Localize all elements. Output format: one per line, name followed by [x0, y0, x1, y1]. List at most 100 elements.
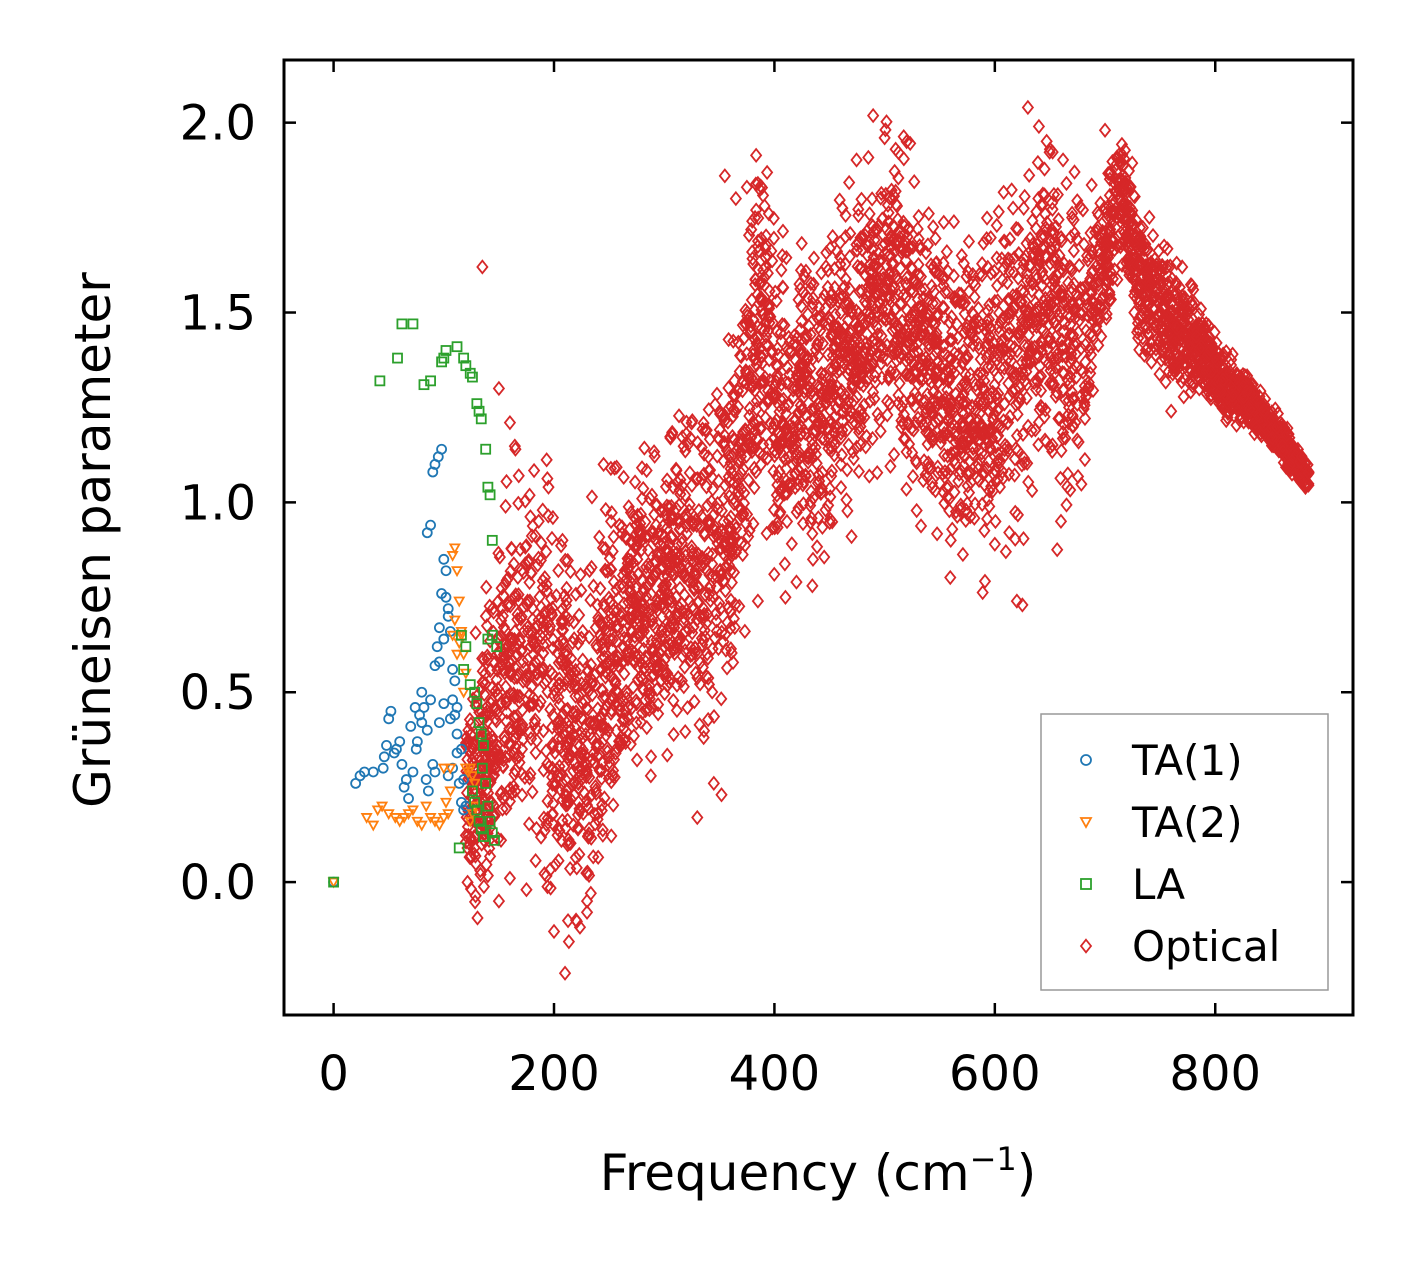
optical-point [1201, 373, 1214, 389]
optical-point [853, 375, 867, 392]
optical-point [1237, 389, 1250, 406]
optical-point [689, 569, 702, 585]
optical-point [624, 592, 638, 608]
optical-point [479, 665, 492, 682]
optical-point [914, 518, 928, 534]
data-point [446, 630, 459, 642]
optical-point [726, 541, 739, 557]
optical-point [689, 665, 702, 681]
optical-point [492, 380, 506, 397]
optical-point [1016, 597, 1029, 613]
optical-point [1071, 396, 1084, 413]
optical-point [524, 730, 538, 747]
optical-point [706, 546, 719, 563]
optical-point [804, 275, 818, 292]
optical-point [622, 559, 636, 575]
optical-point [672, 408, 686, 424]
optical-point [479, 608, 493, 624]
optical-point [517, 599, 531, 615]
optical-point [820, 245, 833, 261]
optical-point [767, 210, 780, 226]
optical-point [541, 756, 554, 772]
optical-point [1003, 326, 1016, 342]
optical-point [881, 407, 894, 423]
optical-point [605, 828, 618, 844]
optical-point [842, 174, 856, 191]
optical-point [744, 324, 757, 341]
optical-point [845, 528, 858, 545]
optical-point [540, 576, 553, 593]
optical-point [1022, 346, 1036, 362]
optical-point [897, 431, 911, 447]
optical-point [1130, 272, 1143, 288]
optical-point [849, 340, 862, 356]
optical-point [463, 849, 477, 866]
optical-point [946, 521, 959, 537]
optical-point [852, 463, 866, 480]
optical-point [1045, 195, 1059, 211]
optical-point [491, 662, 504, 678]
optical-point [496, 801, 509, 817]
optical-point [1142, 283, 1156, 299]
optical-point [1000, 256, 1013, 272]
optical-point [1055, 332, 1069, 348]
optical-point [876, 211, 889, 227]
optical-point [575, 725, 588, 742]
optical-point [917, 472, 930, 489]
optical-point [729, 494, 742, 510]
optical-point [768, 566, 781, 582]
optical-point [1153, 277, 1167, 293]
optical-point [1249, 420, 1263, 436]
optical-point [1071, 432, 1084, 448]
optical-point [1102, 165, 1115, 182]
optical-point [785, 343, 798, 359]
optical-point [1243, 401, 1256, 417]
optical-point [752, 413, 765, 429]
optical-point [849, 335, 862, 351]
optical-point [697, 723, 711, 739]
optical-point [1060, 349, 1073, 365]
optical-point [1098, 237, 1111, 253]
optical-point [1052, 264, 1066, 280]
optical-point [818, 549, 831, 565]
optical-point [984, 265, 998, 282]
optical-point [794, 341, 807, 357]
optical-point [894, 345, 908, 361]
optical-point [807, 250, 821, 266]
optical-point [634, 654, 647, 671]
data-point [448, 543, 461, 555]
optical-point [568, 755, 581, 771]
optical-point [749, 350, 762, 367]
optical-point [841, 312, 855, 328]
data-point [437, 763, 450, 775]
optical-point [1066, 417, 1080, 434]
optical-point [616, 579, 630, 595]
optical-point [836, 405, 850, 421]
optical-point [974, 351, 987, 367]
optical-point [855, 311, 868, 327]
optical-point [1056, 152, 1070, 168]
optical-point [612, 658, 625, 674]
optical-point [1031, 373, 1044, 390]
optical-point [911, 343, 924, 360]
optical-point [529, 665, 543, 681]
optical-point [674, 486, 687, 502]
optical-point [976, 584, 989, 601]
optical-point [913, 238, 926, 254]
optical-point [469, 625, 482, 641]
optical-point [1046, 437, 1059, 453]
optical-point [1023, 353, 1037, 370]
optical-point [1287, 445, 1300, 462]
optical-point [1153, 366, 1166, 382]
optical-point [718, 168, 731, 184]
optical-point [1035, 277, 1049, 293]
optical-point [499, 693, 513, 709]
data-point [453, 596, 466, 608]
optical-point [1043, 330, 1056, 347]
optical-point [906, 468, 920, 485]
optical-point [912, 208, 925, 225]
optical-point [722, 557, 735, 573]
optical-point [695, 630, 709, 646]
optical-point [569, 586, 583, 602]
